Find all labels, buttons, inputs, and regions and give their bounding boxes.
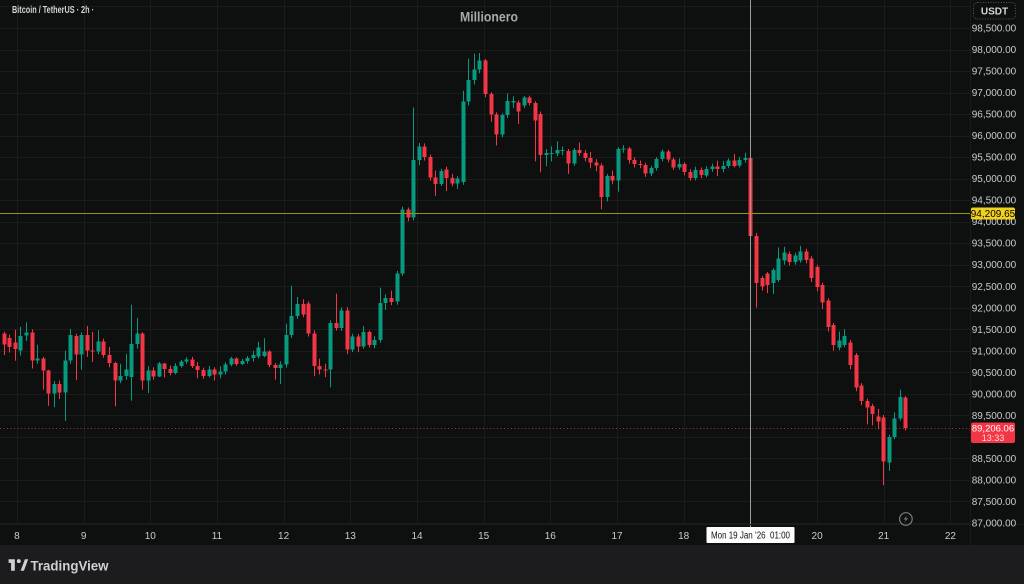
svg-text:USDT: USDT: [981, 7, 1008, 18]
svg-text:89,500.00: 89,500.00: [972, 411, 1017, 422]
svg-text:88,500.00: 88,500.00: [972, 454, 1017, 465]
svg-text:20: 20: [812, 531, 824, 542]
svg-text:94,500.00: 94,500.00: [972, 196, 1017, 207]
svg-text:Millionero: Millionero: [460, 10, 518, 25]
svg-text:16: 16: [545, 531, 557, 542]
svg-text:Mon 19 Jan ’26 01:00: Mon 19 Jan ’26 01:00: [711, 531, 790, 542]
svg-text:96,500.00: 96,500.00: [972, 110, 1017, 121]
svg-text:94,000.00: 94,000.00: [972, 217, 1017, 228]
svg-text:96,000.00: 96,000.00: [972, 131, 1017, 142]
svg-text:97,000.00: 97,000.00: [972, 88, 1017, 99]
svg-text:91,000.00: 91,000.00: [972, 346, 1017, 357]
svg-text:21: 21: [878, 531, 890, 542]
svg-text:93,500.00: 93,500.00: [972, 239, 1017, 250]
svg-text:8: 8: [14, 531, 20, 542]
svg-text:92,000.00: 92,000.00: [972, 303, 1017, 314]
svg-text:TradingView: TradingView: [31, 557, 109, 573]
svg-text:98,000.00: 98,000.00: [972, 45, 1017, 56]
svg-text:94,209.65: 94,209.65: [971, 209, 1016, 220]
svg-text:90,000.00: 90,000.00: [972, 389, 1017, 400]
svg-text:91,500.00: 91,500.00: [972, 325, 1017, 336]
svg-text:97,500.00: 97,500.00: [972, 67, 1017, 78]
svg-text:22: 22: [945, 531, 957, 542]
svg-text:95,500.00: 95,500.00: [972, 153, 1017, 164]
svg-text:95,000.00: 95,000.00: [972, 174, 1017, 185]
svg-text:10: 10: [145, 531, 157, 542]
svg-text:13: 13: [345, 531, 357, 542]
svg-text:12: 12: [278, 531, 290, 542]
svg-text:14: 14: [411, 531, 423, 542]
svg-text:17: 17: [611, 531, 623, 542]
svg-text:89,206.06: 89,206.06: [972, 424, 1014, 435]
svg-text:93,000.00: 93,000.00: [972, 260, 1017, 271]
svg-text:92,500.00: 92,500.00: [972, 282, 1017, 293]
svg-text:88,000.00: 88,000.00: [972, 476, 1017, 487]
svg-text:87,000.00: 87,000.00: [972, 519, 1017, 530]
svg-text:90,500.00: 90,500.00: [972, 368, 1017, 379]
svg-text:18: 18: [678, 531, 690, 542]
svg-text:11: 11: [212, 531, 223, 542]
svg-text:13:33: 13:33: [982, 433, 1005, 443]
svg-text:9: 9: [81, 531, 87, 542]
svg-text:15: 15: [478, 531, 490, 542]
svg-text:Bitcoin / TetherUS · 2h ·: Bitcoin / TetherUS · 2h ·: [12, 5, 94, 16]
svg-text:87,500.00: 87,500.00: [972, 497, 1017, 508]
svg-text:98,500.00: 98,500.00: [972, 24, 1017, 35]
